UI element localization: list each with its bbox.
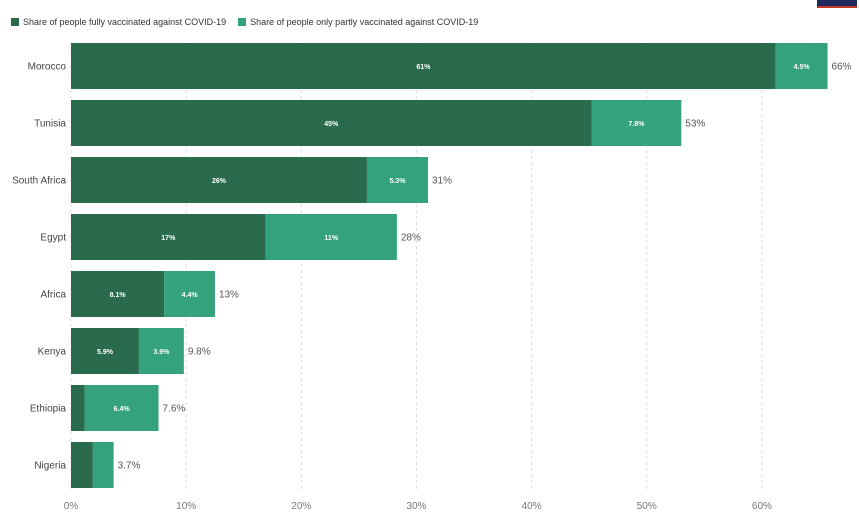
total-label-kenya: 9.8% — [188, 347, 211, 358]
bar-partly-kenya — [138, 328, 184, 374]
bar-partly-morocco — [775, 43, 828, 89]
category-label-south-africa: South Africa — [12, 176, 66, 187]
bar-fully-tunisia — [71, 100, 592, 146]
data-label-fully-kenya: 5.9% — [97, 349, 114, 356]
data-label-partly-tunisia: 7.8% — [628, 121, 645, 128]
data-label-partly-south-africa: 5.3% — [389, 178, 406, 185]
x-tick-label-40: 40% — [522, 501, 542, 512]
legend-label-partly: Share of people only partly vaccinated a… — [250, 17, 479, 27]
x-tick-label-30: 30% — [406, 501, 426, 512]
category-label-kenya: Kenya — [38, 347, 67, 358]
total-label-egypt: 28% — [401, 233, 421, 244]
total-label-morocco: 66% — [832, 62, 852, 73]
data-label-partly-ethiopia: 6.4% — [114, 406, 131, 413]
legend-swatch-fully — [11, 18, 19, 26]
bar-partly-egypt — [265, 214, 397, 260]
bar-partly-africa — [164, 271, 215, 317]
data-label-fully-south-africa: 26% — [212, 178, 227, 185]
x-tick-label-50: 50% — [637, 501, 657, 512]
x-tick-label-20: 20% — [291, 501, 311, 512]
bar-fully-kenya — [71, 328, 139, 374]
data-label-partly-egypt: 11% — [324, 235, 338, 242]
data-label-fully-morocco: 61% — [416, 64, 431, 71]
bar-partly-nigeria — [92, 442, 114, 488]
bar-fully-nigeria — [71, 442, 93, 488]
bar-fully-ethiopia — [71, 385, 85, 431]
data-label-partly-africa: 4.4% — [182, 292, 199, 299]
total-label-africa: 13% — [219, 290, 239, 301]
category-label-ethiopia: Ethiopia — [30, 404, 67, 415]
category-label-africa: Africa — [40, 290, 66, 301]
category-label-morocco: Morocco — [28, 62, 67, 73]
bar-fully-morocco — [71, 43, 776, 89]
bar-partly-ethiopia — [84, 385, 159, 431]
total-label-tunisia: 53% — [685, 119, 705, 130]
category-label-egypt: Egypt — [40, 233, 66, 244]
legend: Share of people fully vaccinated against… — [11, 17, 490, 27]
total-label-ethiopia: 7.6% — [163, 404, 186, 415]
x-tick-label-10: 10% — [176, 501, 196, 512]
legend-item-partly[interactable]: Share of people only partly vaccinated a… — [238, 17, 478, 27]
total-label-south-africa: 31% — [432, 176, 452, 187]
total-label-nigeria: 3.7% — [118, 461, 141, 472]
data-label-partly-kenya: 3.9% — [153, 349, 170, 356]
data-label-partly-morocco: 4.5% — [794, 64, 811, 71]
bar-fully-africa — [71, 271, 165, 317]
bar-partly-tunisia — [591, 100, 682, 146]
category-label-nigeria: Nigeria — [34, 461, 66, 472]
category-label-tunisia: Tunisia — [34, 119, 66, 130]
bar-fully-egypt — [71, 214, 266, 260]
bar-fully-south-africa — [71, 157, 367, 203]
data-label-fully-egypt: 17% — [161, 235, 176, 242]
legend-item-fully[interactable]: Share of people fully vaccinated against… — [11, 17, 226, 27]
legend-label-fully: Share of people fully vaccinated against… — [23, 17, 227, 27]
legend-swatch-partly — [238, 18, 247, 26]
data-label-fully-tunisia: 45% — [324, 121, 339, 128]
logo-mark — [817, 0, 857, 8]
x-tick-label-60: 60% — [752, 501, 772, 512]
bar-partly-south-africa — [366, 157, 428, 203]
data-label-fully-africa: 8.1% — [110, 292, 127, 299]
x-tick-label-0: 0% — [64, 501, 79, 512]
